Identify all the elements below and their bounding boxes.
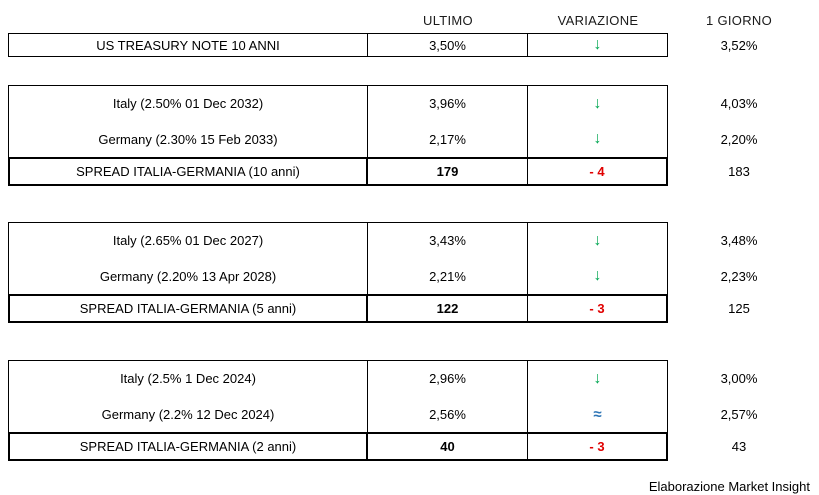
giorno-value: 3,48%	[720, 232, 758, 248]
ultimo-value: 3,96%	[368, 85, 528, 121]
down-arrow-icon: ↓	[528, 360, 668, 396]
giorno-value: 2,23%	[720, 268, 758, 284]
spread-ultimo-value: 40	[368, 432, 528, 461]
spread-giorno-value: 183	[728, 164, 750, 179]
giorno-value: 3,00%	[720, 370, 758, 386]
germany-row: Germany (2.30% 15 Feb 2033) 2,17% ↓ 2,20…	[8, 121, 811, 157]
down-arrow-icon: ↓	[528, 222, 668, 258]
header-variazione: VARIAZIONE	[557, 13, 639, 28]
bond-label: US TREASURY NOTE 10 ANNI	[8, 33, 368, 57]
source-credit: Elaborazione Market Insight	[648, 479, 810, 494]
spread-delta-value: - 3	[528, 294, 668, 323]
section-2-anni: Italy (2.5% 1 Dec 2024) 2,96% ↓ 3,00% Ge…	[8, 360, 811, 461]
header-spacer	[8, 8, 368, 33]
header-ultimo: ULTIMO	[423, 13, 473, 28]
bond-label: Germany (2.30% 15 Feb 2033)	[8, 121, 368, 157]
ultimo-value: 2,96%	[368, 360, 528, 396]
ultimo-value: 2,17%	[368, 121, 528, 157]
down-arrow-icon: ↓	[528, 258, 668, 294]
us-treasury-row: US TREASURY NOTE 10 ANNI 3,50% ↓ 3,52%	[8, 33, 811, 57]
down-arrow-icon: ↓	[528, 85, 668, 121]
ultimo-value: 2,21%	[368, 258, 528, 294]
giorno-value: 3,52%	[720, 37, 758, 53]
italy-row: Italy (2.50% 01 Dec 2032) 3,96% ↓ 4,03%	[8, 85, 811, 121]
giorno-value: 2,20%	[720, 131, 758, 147]
giorno-value: 4,03%	[720, 95, 758, 111]
down-arrow-icon: ↓	[528, 33, 668, 57]
section-10-anni: Italy (2.50% 01 Dec 2032) 3,96% ↓ 4,03% …	[8, 85, 811, 186]
bond-label: Germany (2.20% 13 Apr 2028)	[8, 258, 368, 294]
spread-delta-value: - 4	[528, 157, 668, 186]
spread-ultimo-value: 122	[368, 294, 528, 323]
italy-row: Italy (2.65% 01 Dec 2027) 3,43% ↓ 3,48%	[8, 222, 811, 258]
bond-label: Italy (2.65% 01 Dec 2027)	[8, 222, 368, 258]
ultimo-value: 2,56%	[368, 396, 528, 432]
spread-row: SPREAD ITALIA-GERMANIA (5 anni) 122 - 3 …	[8, 294, 811, 323]
spread-label: SPREAD ITALIA-GERMANIA (5 anni)	[8, 294, 368, 323]
spread-giorno-value: 43	[731, 439, 747, 454]
spread-row: SPREAD ITALIA-GERMANIA (2 anni) 40 - 3 4…	[8, 432, 811, 461]
down-arrow-icon: ↓	[528, 121, 668, 157]
germany-row: Germany (2.2% 12 Dec 2024) 2,56% ≈ 2,57%	[8, 396, 811, 432]
spread-label: SPREAD ITALIA-GERMANIA (2 anni)	[8, 432, 368, 461]
column-header-row: ULTIMO VARIAZIONE 1 GIORNO	[8, 8, 811, 33]
bond-label: Italy (2.5% 1 Dec 2024)	[8, 360, 368, 396]
germany-row: Germany (2.20% 13 Apr 2028) 2,21% ↓ 2,23…	[8, 258, 811, 294]
spread-ultimo-value: 179	[368, 157, 528, 186]
header-giorno: 1 GIORNO	[706, 13, 772, 28]
spread-label: SPREAD ITALIA-GERMANIA (10 anni)	[8, 157, 368, 186]
giorno-value: 2,57%	[720, 406, 758, 422]
bond-label: Germany (2.2% 12 Dec 2024)	[8, 396, 368, 432]
ultimo-value: 3,43%	[368, 222, 528, 258]
spread-row: SPREAD ITALIA-GERMANIA (10 anni) 179 - 4…	[8, 157, 811, 186]
ultimo-value: 3,50%	[368, 33, 528, 57]
section-5-anni: Italy (2.65% 01 Dec 2027) 3,43% ↓ 3,48% …	[8, 222, 811, 323]
spread-giorno-value: 125	[728, 301, 750, 316]
italy-row: Italy (2.5% 1 Dec 2024) 2,96% ↓ 3,00%	[8, 360, 811, 396]
bond-label: Italy (2.50% 01 Dec 2032)	[8, 85, 368, 121]
spread-delta-value: - 3	[528, 432, 668, 461]
approx-equal-icon: ≈	[528, 396, 668, 432]
